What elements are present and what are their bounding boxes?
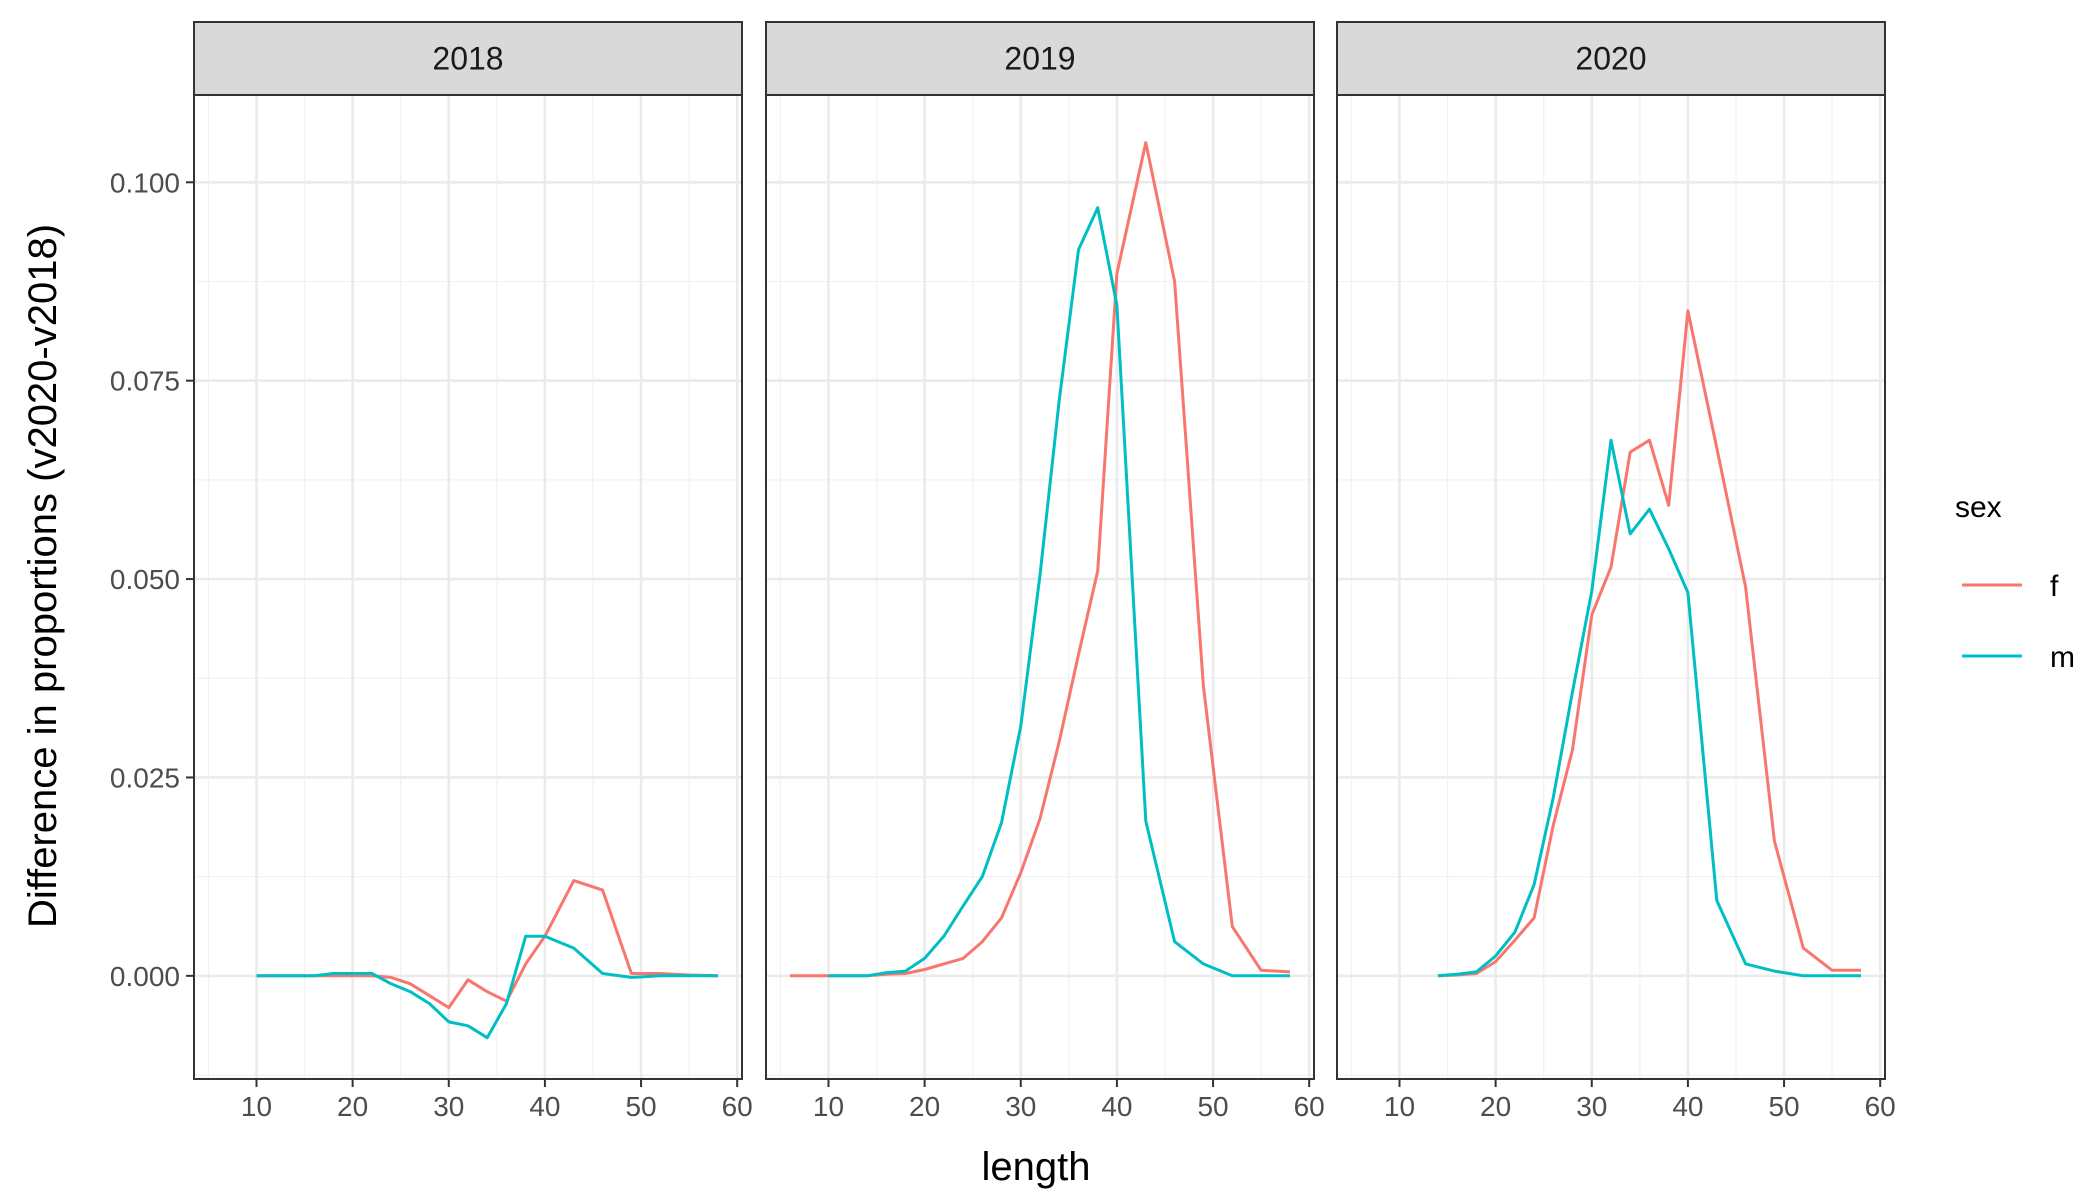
- x-tick-label: 40: [1672, 1091, 1703, 1122]
- x-tick-label: 30: [1576, 1091, 1607, 1122]
- x-axis-title: length: [982, 1145, 1091, 1189]
- x-tick-label: 20: [1480, 1091, 1511, 1122]
- x-tick-label: 10: [813, 1091, 844, 1122]
- facet-strip-label: 2019: [1004, 41, 1075, 77]
- y-axis-title: Difference in proportions (v2020-v2018): [21, 224, 65, 928]
- panel-background: [194, 95, 742, 1079]
- x-tick-label: 10: [241, 1091, 272, 1122]
- series-line-f: [1437, 309, 1861, 978]
- x-tick-label: 50: [1197, 1091, 1228, 1122]
- facet-strip: [193, 21, 743, 96]
- x-tick-label: 50: [625, 1091, 656, 1122]
- x-tick-label: 30: [1005, 1091, 1036, 1122]
- x-tick-label: 40: [529, 1091, 560, 1122]
- facet-strip: [1336, 21, 1886, 96]
- legend-title: sex: [1955, 491, 2002, 524]
- x-tick-label: 10: [1384, 1091, 1415, 1122]
- x-tick-label: 40: [1101, 1091, 1132, 1122]
- panel-2019: 2019 10 20 30 40 50 60: [765, 21, 1325, 1122]
- y-tick-label: 0.075: [110, 366, 180, 397]
- x-tick-label: 60: [1865, 1091, 1896, 1122]
- series-line-m: [1437, 438, 1861, 978]
- y-tick-label: 0.025: [110, 762, 180, 793]
- panels-layer: 2018 10 20 30 40 50 60 0.000 0.025 0.050 0.075 0.10…: [110, 21, 1896, 1122]
- y-tick-label: 0.100: [110, 167, 180, 198]
- panel-background: [766, 95, 1314, 1079]
- facet-strip: [765, 21, 1315, 96]
- x-tick-label: 60: [1294, 1091, 1325, 1122]
- legend-label-f: f: [2050, 570, 2059, 603]
- panel-2018: 2018 10 20 30 40 50 60 0.000 0.025 0.050 0.075 0.10…: [110, 21, 753, 1122]
- x-tick-label: 60: [722, 1091, 753, 1122]
- x-tick-label: 30: [433, 1091, 464, 1122]
- series-line-m: [828, 206, 1290, 978]
- x-tick-label: 20: [337, 1091, 368, 1122]
- legend-label-m: m: [2050, 641, 2075, 674]
- series-line-m: [256, 934, 718, 1040]
- y-tick-label: 0.050: [110, 564, 180, 595]
- x-tick-label: 50: [1768, 1091, 1799, 1122]
- y-tick-label: 0.000: [110, 961, 180, 992]
- panel-2020: 2020 10 20 30 40 50 60: [1336, 21, 1896, 1122]
- facet-strip-label: 2020: [1575, 41, 1646, 77]
- legend: sex f m: [1955, 491, 2075, 674]
- x-tick-label: 20: [909, 1091, 940, 1122]
- panel-background: [1337, 95, 1885, 1079]
- facet-strip-label: 2018: [432, 41, 503, 77]
